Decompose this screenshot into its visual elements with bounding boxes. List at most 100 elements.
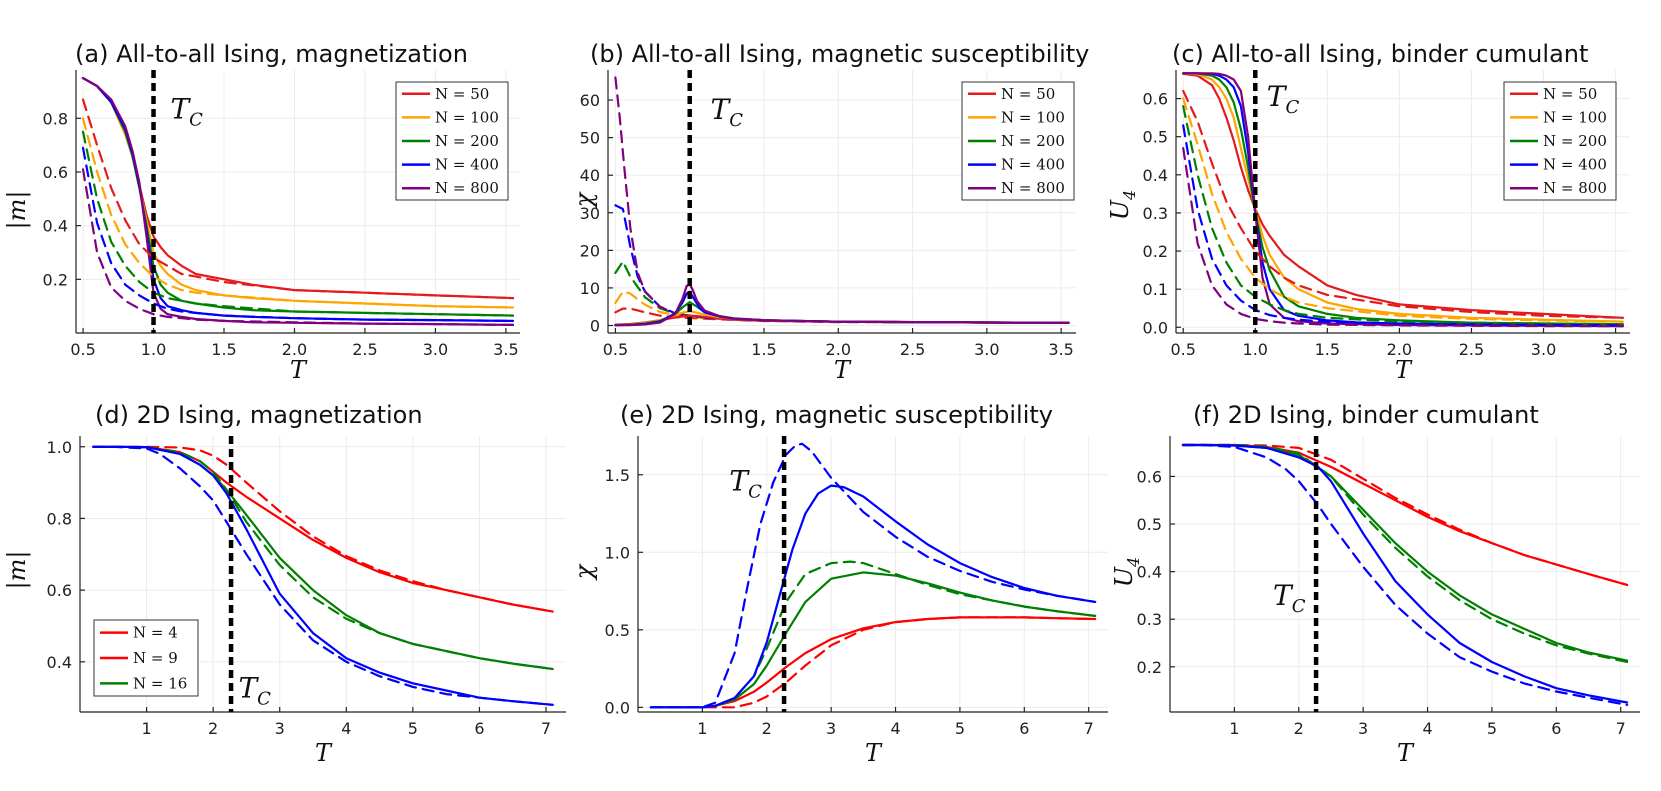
legend-label: N = 400 bbox=[1543, 156, 1607, 174]
x-tick-label: 3 bbox=[1358, 719, 1368, 738]
series-line bbox=[649, 484, 1097, 709]
x-tick-label: 1 bbox=[141, 719, 151, 738]
series-line bbox=[1182, 89, 1624, 319]
series-group bbox=[1182, 72, 1624, 328]
y-axis-label: χ bbox=[570, 563, 598, 581]
x-tick-label: 2.0 bbox=[282, 340, 307, 359]
y-tick-label: 0.8 bbox=[47, 509, 72, 528]
y-axis-label: χ bbox=[570, 191, 598, 209]
series-line bbox=[81, 146, 515, 322]
series-line bbox=[1181, 443, 1629, 704]
series-line bbox=[1181, 443, 1629, 664]
x-tick-label: 6 bbox=[474, 719, 484, 738]
series-line bbox=[649, 616, 1097, 709]
y-tick-label: 0.1 bbox=[1143, 280, 1168, 299]
x-tick-label: 2.5 bbox=[900, 340, 925, 359]
legend-label: N = 800 bbox=[1001, 179, 1065, 197]
x-tick-label: 2 bbox=[1294, 719, 1304, 738]
y-axis-label-sub: 4 bbox=[1120, 190, 1139, 201]
legend: N = 50 N = 100 N = 200 N = 400 N = 800 bbox=[961, 81, 1075, 201]
x-tick-label: 6 bbox=[1019, 719, 1029, 738]
tc-label: TC bbox=[711, 93, 744, 131]
x-tick-label: 4 bbox=[1422, 719, 1432, 738]
y-tick-label: 30 bbox=[580, 204, 600, 223]
legend-label: N = 800 bbox=[1543, 179, 1607, 197]
x-tick-label: 2 bbox=[208, 719, 218, 738]
x-tick-label: 3.5 bbox=[1048, 340, 1073, 359]
x-tick-label: 1.0 bbox=[677, 340, 702, 359]
y-tick-label: 0.3 bbox=[1143, 204, 1168, 223]
legend-label: N = 200 bbox=[435, 132, 499, 150]
x-axis-label: T bbox=[315, 739, 333, 767]
y-axis-label: |m| bbox=[3, 551, 32, 590]
series-line bbox=[92, 445, 554, 671]
legend-label: N = 50 bbox=[435, 85, 489, 103]
legend-label: N = 9 bbox=[133, 649, 178, 667]
y-tick-label: 0 bbox=[590, 316, 600, 335]
legend-label: N = 16 bbox=[133, 674, 187, 692]
panel-a: 0.5 1.0 1.5 2.0 2.5 3.0 3.5 0.2 0.4 0.6 0.8 (a) All… bbox=[3, 40, 520, 384]
tc-label-sub: C bbox=[748, 481, 762, 502]
legend-label: N = 800 bbox=[435, 179, 499, 197]
x-tick-label: 1.5 bbox=[1315, 340, 1340, 359]
x-tick-label: 3 bbox=[275, 719, 285, 738]
series-line bbox=[81, 130, 515, 317]
legend-label: N = 400 bbox=[1001, 156, 1065, 174]
x-tick-label: 1.5 bbox=[211, 340, 236, 359]
y-tick-label: 0.5 bbox=[1137, 515, 1162, 534]
panel-f: 1 2 3 4 5 6 7 0.2 0.3 0.4 0.5 0.6 (f) 2D Ising, bind… bbox=[1110, 401, 1640, 767]
tc-label-sub: C bbox=[257, 689, 271, 710]
x-tick-label: 7 bbox=[1084, 719, 1094, 738]
x-tick-label: 0.5 bbox=[70, 340, 95, 359]
chart-title: (b) All-to-all Ising, magnetic susceptib… bbox=[590, 40, 1089, 68]
series-line bbox=[92, 445, 554, 706]
legend: N = 4 N = 9 N = 16 bbox=[93, 619, 199, 697]
y-tick-label: 1.0 bbox=[605, 543, 630, 562]
tc-label-main: T bbox=[238, 672, 259, 705]
legend: N = 50 N = 100 N = 200 N = 400 N = 800 bbox=[1503, 81, 1617, 201]
y-tick-label: 0.6 bbox=[1137, 467, 1162, 486]
x-tick-label: 5 bbox=[408, 719, 418, 738]
series-line bbox=[1181, 443, 1629, 587]
y-tick-label: 0.4 bbox=[1137, 563, 1162, 582]
legend-label: N = 4 bbox=[133, 624, 178, 642]
series-line bbox=[649, 616, 1097, 709]
x-tick-label: 2.0 bbox=[1387, 340, 1412, 359]
series-line bbox=[1181, 443, 1629, 707]
x-tick-label: 4 bbox=[341, 719, 351, 738]
series-line bbox=[81, 117, 515, 309]
x-tick-label: 5 bbox=[955, 719, 965, 738]
x-tick-label: 1 bbox=[697, 719, 707, 738]
tc-label: TC bbox=[170, 92, 203, 130]
legend-label: N = 100 bbox=[435, 108, 499, 126]
tc-label: TC bbox=[238, 672, 271, 710]
tc-label: TC bbox=[1267, 80, 1300, 118]
x-tick-label: 3.5 bbox=[1603, 340, 1628, 359]
x-tick-label: 2.5 bbox=[352, 340, 377, 359]
x-axis-label: T bbox=[290, 356, 308, 384]
y-tick-label: 0.0 bbox=[605, 698, 630, 717]
y-tick-label: 0.5 bbox=[1143, 128, 1168, 147]
chart-title: (a) All-to-all Ising, magnetization bbox=[75, 40, 468, 68]
tc-label-main: T bbox=[170, 92, 191, 125]
y-tick-label: 1.5 bbox=[605, 466, 630, 485]
chart-title: (e) 2D Ising, magnetic susceptibility bbox=[620, 401, 1053, 429]
series-line bbox=[1182, 72, 1624, 319]
y-tick-label: 0.6 bbox=[1143, 90, 1168, 109]
panel-b: 0.5 1.0 1.5 2.0 2.5 3.0 3.5 0 10 20 30 40 50 60 (b) Al… bbox=[570, 40, 1089, 384]
x-tick-label: 6 bbox=[1551, 719, 1561, 738]
tc-label-main: T bbox=[1273, 579, 1294, 612]
legend-label: N = 100 bbox=[1543, 108, 1607, 126]
series-group bbox=[81, 76, 515, 326]
tc-label-main: T bbox=[1267, 80, 1288, 113]
y-axis-label-sub: 4 bbox=[1124, 557, 1143, 568]
x-tick-label: 1 bbox=[1229, 719, 1239, 738]
x-tick-label: 5 bbox=[1487, 719, 1497, 738]
series-line bbox=[649, 560, 1097, 709]
panel-c: 0.5 1.0 1.5 2.0 2.5 3.0 3.5 0.0 0.1 0.2 0.3 0.4 0.5 0… bbox=[1106, 40, 1630, 384]
series-line bbox=[1182, 72, 1624, 326]
legend-label: N = 200 bbox=[1001, 132, 1065, 150]
x-tick-label: 1.0 bbox=[141, 340, 166, 359]
series-line bbox=[92, 445, 554, 706]
panel-e: 1 2 3 4 5 6 7 0.0 0.5 1.0 1.5 (e) 2D Ising, magneti… bbox=[570, 401, 1108, 767]
